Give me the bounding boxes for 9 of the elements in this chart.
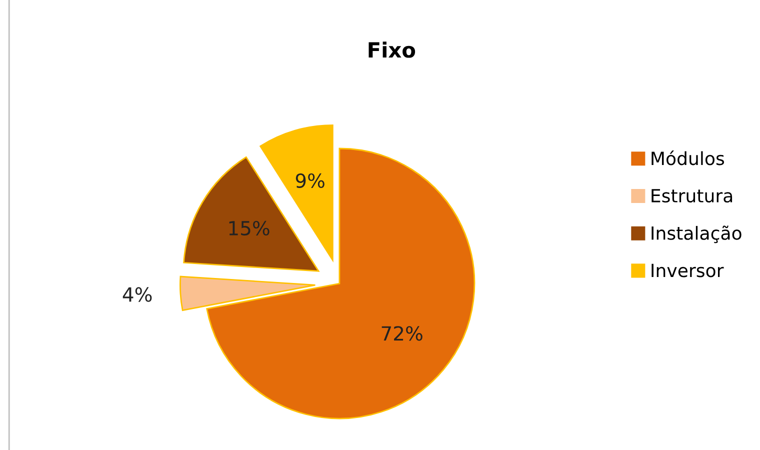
legend-label: Instalação [652, 226, 742, 244]
chart-title: Fixo [368, 42, 416, 58]
legend-label: Inversor [652, 264, 724, 278]
legend-label: Estrutura [652, 189, 732, 203]
data-label: 9% [296, 173, 324, 188]
data-label: 4% [122, 287, 152, 302]
data-label: 72% [382, 326, 422, 341]
legend-label: Módulos [652, 150, 724, 166]
data-label: 15% [229, 220, 270, 236]
